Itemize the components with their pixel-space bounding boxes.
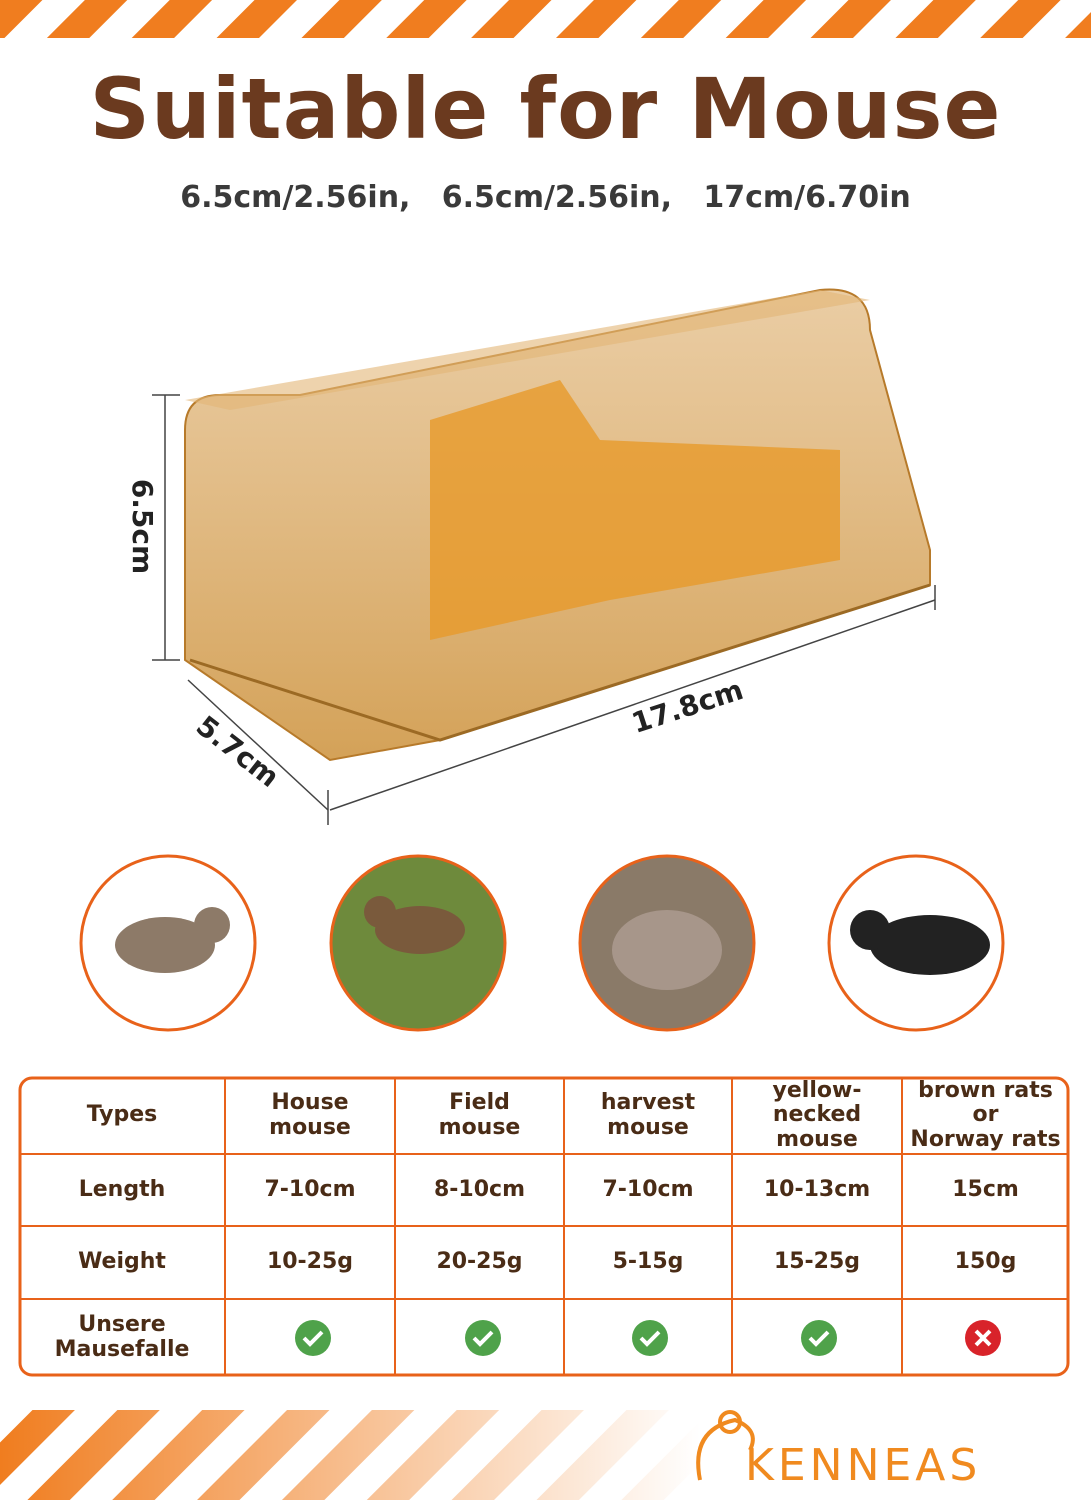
verdict-cell: [565, 1300, 733, 1375]
cell-text: yellow-necked: [772, 1078, 862, 1128]
cell-text: harvest: [600, 1090, 696, 1116]
table-cell: 7-10cm: [565, 1155, 733, 1227]
table-cell: 8-10cm: [396, 1155, 565, 1227]
row-label: Unsere Mausefalle: [20, 1300, 226, 1375]
cell-text: Field: [449, 1090, 510, 1116]
cell-text: 5-15g: [612, 1249, 684, 1275]
verdict-icons: [295, 1320, 1001, 1356]
verdict-cell: [396, 1300, 565, 1375]
cell-text: Length: [78, 1176, 166, 1202]
header-cell: Types: [20, 1078, 226, 1155]
height-label: 6.5cm: [126, 478, 160, 575]
header-cell: House mouse: [226, 1078, 396, 1155]
header-cell: harvest mouse: [565, 1078, 733, 1155]
cell-text: Types: [86, 1102, 158, 1128]
table-cell: 5-15g: [565, 1227, 733, 1300]
table-cell: 10-25g: [226, 1227, 396, 1300]
cell-text: 7-10cm: [264, 1176, 356, 1202]
cell-text: Mausefalle: [54, 1336, 190, 1362]
cell-text: House: [271, 1090, 349, 1116]
cell-text: Weight: [78, 1249, 166, 1275]
dimension-lines: [152, 394, 936, 825]
title: Suitable for Mouse: [89, 60, 1002, 158]
table-cell: 15cm: [903, 1155, 1068, 1227]
cell-text: 10-13cm: [763, 1176, 871, 1202]
animal-silhouettes: [115, 896, 990, 990]
cell-text: mouse: [607, 1114, 689, 1140]
cell-text: 15-25g: [773, 1249, 861, 1275]
cell-text: 20-25g: [436, 1249, 523, 1275]
cell-text: 10-25g: [266, 1249, 354, 1275]
trap-illustration: [184, 288, 931, 762]
cell-text: mouse: [776, 1126, 858, 1152]
verdict-cell: [903, 1300, 1068, 1375]
table-cell: 10-13cm: [733, 1155, 903, 1227]
verdict-cell: [733, 1300, 903, 1375]
cell-text: mouse: [269, 1114, 351, 1140]
cell-text: mouse: [438, 1114, 521, 1140]
table-cell: 150g: [903, 1227, 1068, 1300]
verdict-cell: [226, 1300, 396, 1375]
header-cell: Field mouse: [396, 1078, 565, 1155]
table-cell: 7-10cm: [226, 1155, 396, 1227]
animal-photos: [79, 854, 1005, 1032]
cell-text: Unsere: [78, 1312, 166, 1338]
logo-icon: [696, 1410, 755, 1481]
brand: KENNEAS: [745, 1440, 982, 1491]
cell-text: brown rats: [918, 1078, 1053, 1104]
cell-text: 7-10cm: [602, 1176, 694, 1202]
cell-text: 8-10cm: [433, 1176, 526, 1202]
table-cell: Length: [20, 1155, 226, 1227]
header-cell: yellow-necked mouse: [733, 1078, 903, 1155]
subtitle: 6.5cm/2.56in, 6.5cm/2.56in, 17cm/6.70in: [180, 180, 911, 215]
cell-text: 15cm: [952, 1176, 1019, 1202]
table-cell: 20-25g: [396, 1227, 565, 1300]
cell-text: 150g: [954, 1249, 1017, 1275]
cell-text: Norway rats: [910, 1126, 1061, 1152]
cell-text: or: [972, 1102, 999, 1128]
table-cell: Weight: [20, 1227, 226, 1300]
table-cell: 15-25g: [733, 1227, 903, 1300]
header-cell: brown rats or Norway rats: [903, 1078, 1068, 1155]
